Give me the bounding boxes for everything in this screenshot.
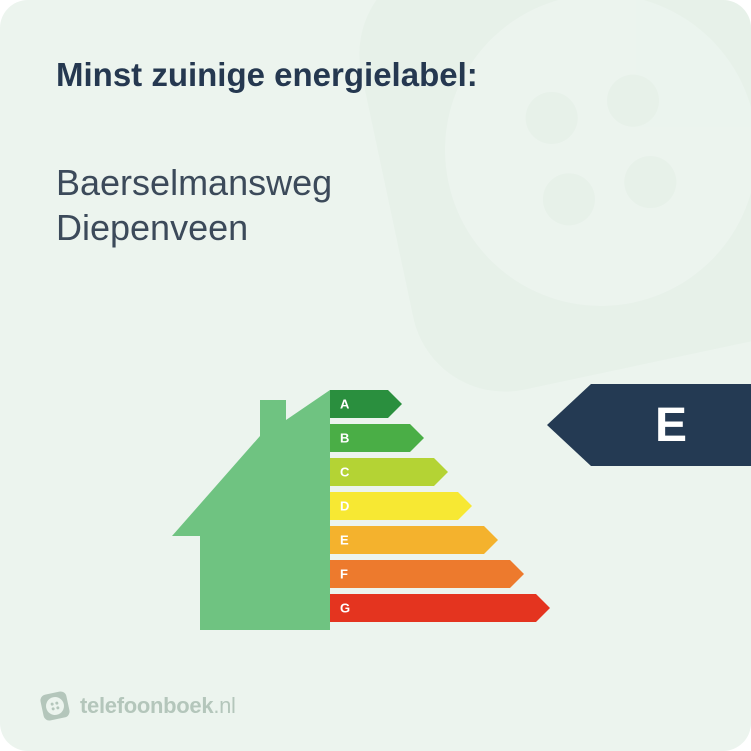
footer-brand-name: telefoonboek [80,693,213,718]
rating-badge-body: E [591,384,751,466]
bar-arrow [484,526,498,554]
rating-badge-arrow [547,384,591,466]
bar-body: B [330,424,410,452]
bar-body: C [330,458,434,486]
bar-arrow [410,424,424,452]
bar-arrow [458,492,472,520]
bar-arrow [434,458,448,486]
bar-letter: G [340,601,350,616]
rating-letter: E [655,398,687,453]
house-icon [170,380,330,640]
footer-logo-icon [37,688,73,724]
footer-text: telefoonboek.nl [80,693,236,719]
energy-bar-g: G [330,594,536,622]
rating-badge: E [547,384,751,466]
footer-tld: .nl [213,693,235,718]
bar-body: F [330,560,510,588]
bar-body: D [330,492,458,520]
energy-bar-b: B [330,424,536,452]
bar-letter: D [340,499,349,514]
energy-bar-f: F [330,560,536,588]
bar-letter: A [340,397,349,412]
energy-bars: A B C D E F G [330,390,536,628]
address-line-2: Diepenveen [56,205,332,250]
bar-letter: C [340,465,349,480]
energy-label-card: Minst zuinige energielabel: Baerselmansw… [0,0,751,751]
bar-body: G [330,594,536,622]
energy-bar-a: A [330,390,536,418]
energy-bar-c: C [330,458,536,486]
bar-arrow [388,390,402,418]
address-block: Baerselmansweg Diepenveen [56,160,332,250]
bar-arrow [536,594,550,622]
bar-arrow [510,560,524,588]
bar-letter: F [340,567,348,582]
bar-letter: E [340,533,349,548]
energy-bar-e: E [330,526,536,554]
page-title: Minst zuinige energielabel: [56,56,478,94]
address-line-1: Baerselmansweg [56,160,332,205]
bar-body: E [330,526,484,554]
bar-letter: B [340,431,349,446]
energy-chart: A B C D E F G [170,380,590,650]
footer-brand: telefoonboek.nl [40,691,236,721]
bar-body: A [330,390,388,418]
energy-bar-d: D [330,492,536,520]
